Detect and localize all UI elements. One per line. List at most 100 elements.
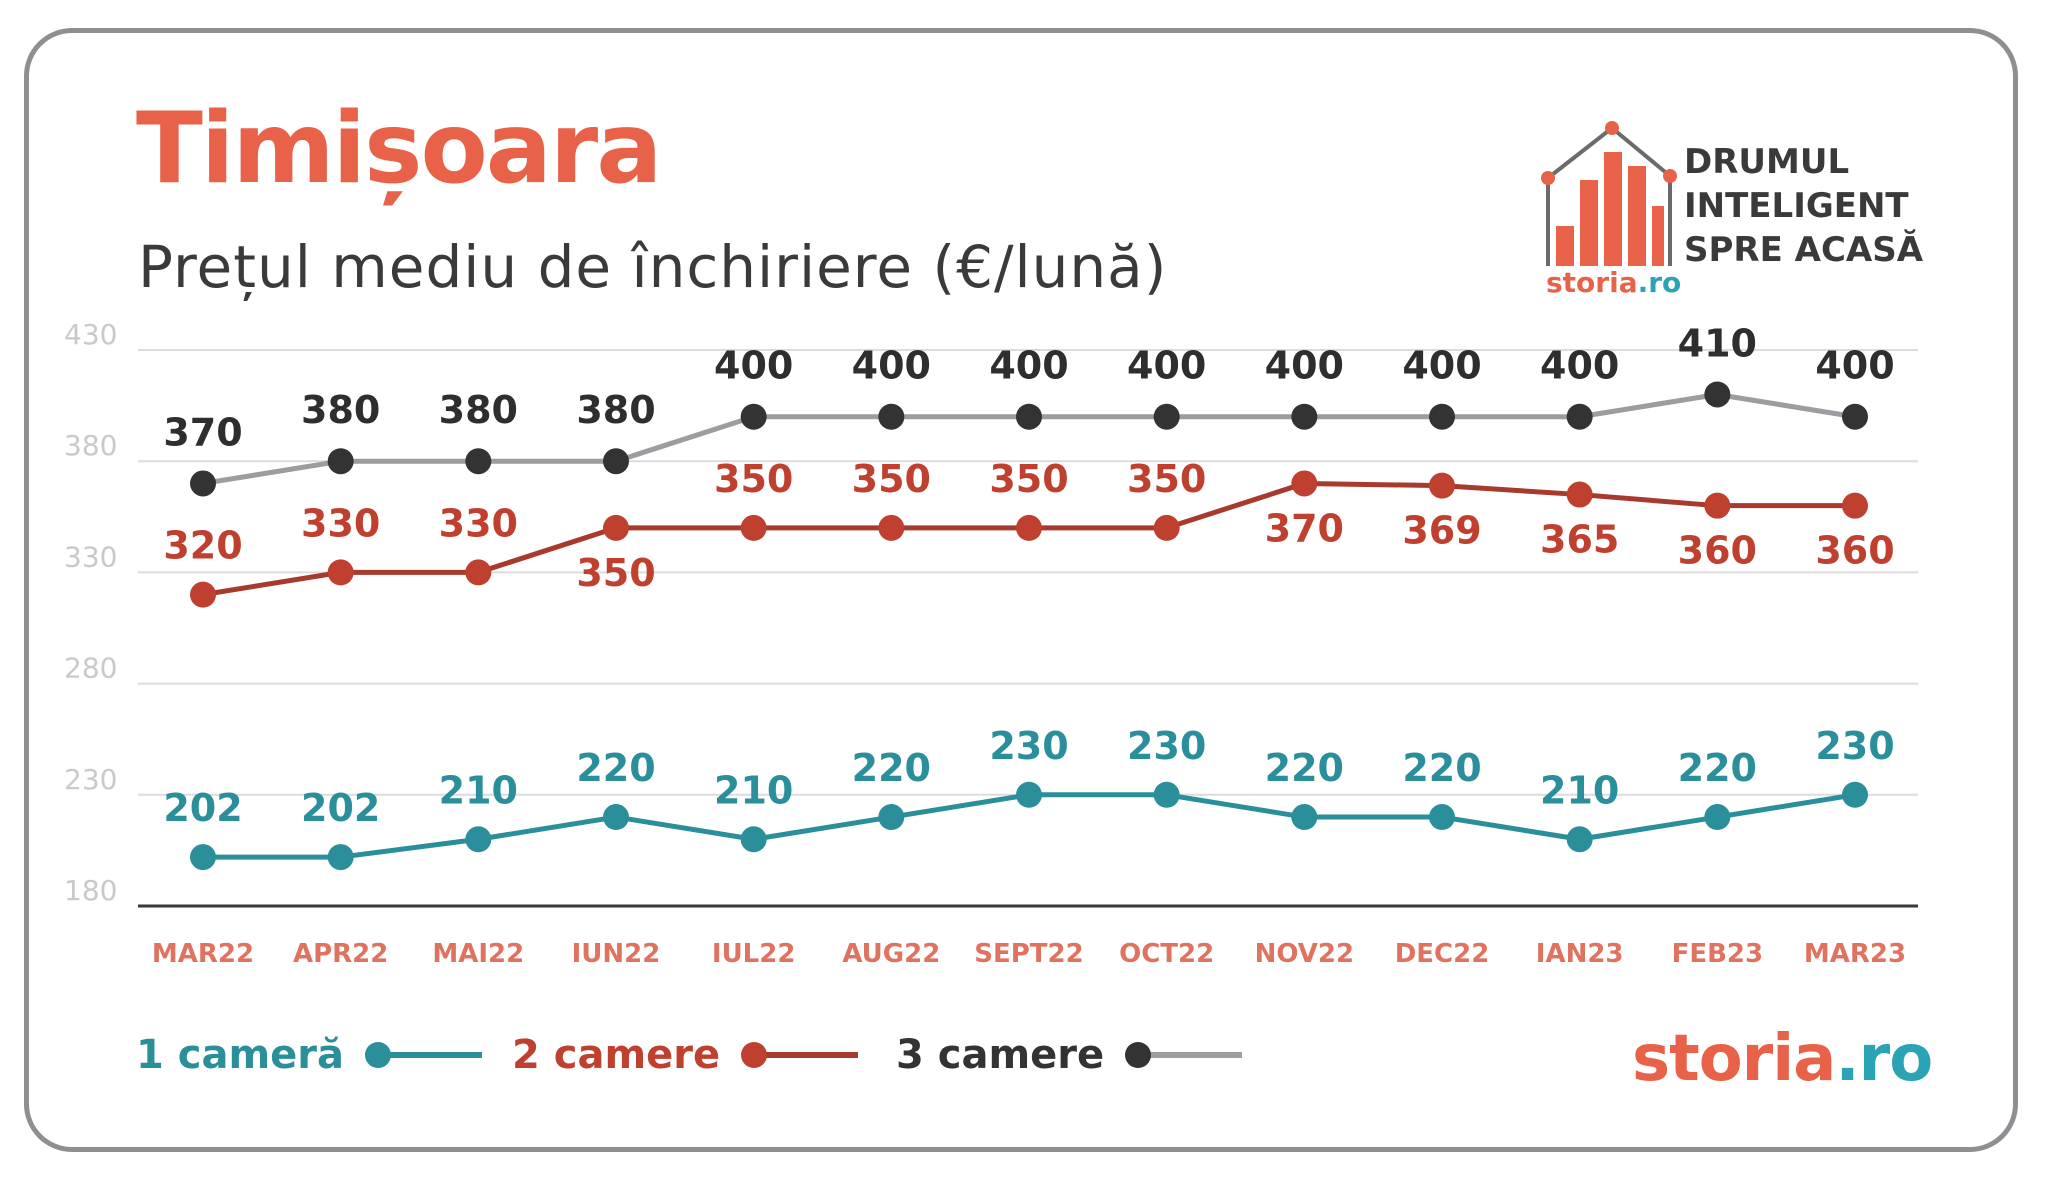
- y-tick-label: 180: [64, 874, 117, 907]
- data-label: 230: [1815, 724, 1894, 768]
- data-point: [603, 804, 629, 831]
- data-label: 380: [439, 388, 518, 432]
- legend-1-camera: 1 cameră: [136, 1030, 484, 1080]
- data-point: [327, 559, 354, 586]
- data-label: 210: [714, 768, 793, 812]
- data-point: [1704, 492, 1731, 519]
- data-label: 350: [714, 457, 793, 501]
- data-label: 400: [1815, 344, 1894, 388]
- data-point: [1566, 403, 1593, 430]
- x-tick-label: NOV22: [1255, 939, 1354, 969]
- chart-card: [24, 28, 2018, 1152]
- data-label: 350: [576, 551, 655, 595]
- data-point: [1291, 804, 1318, 831]
- data-point: [1016, 403, 1042, 430]
- legend-2-camere: 2 camere: [512, 1030, 860, 1080]
- data-point: [878, 804, 905, 831]
- data-label: 220: [576, 746, 655, 790]
- data-label: 210: [439, 768, 518, 812]
- data-label: 365: [1540, 518, 1619, 562]
- data-label: 400: [714, 344, 793, 388]
- house-bar-chart-icon: [1541, 121, 1677, 266]
- legend-label-3-camere: 3 camere: [896, 1032, 1105, 1078]
- data-label: 400: [1265, 344, 1344, 388]
- data-point: [1429, 403, 1455, 430]
- data-point: [1566, 481, 1593, 508]
- data-label: 202: [163, 786, 242, 830]
- data-point: [1153, 403, 1180, 430]
- data-point: [190, 844, 216, 871]
- data-point: [1842, 781, 1868, 808]
- tagline-line-3: SPRE ACASĂ: [1684, 230, 1924, 270]
- data-point: [740, 403, 767, 430]
- data-point: [1429, 804, 1455, 831]
- chart-subtitle: Prețul mediu de închiriere (€/lună): [138, 233, 1168, 301]
- data-point: [1153, 514, 1180, 541]
- tagline-line-1: DRUMUL: [1684, 142, 1850, 182]
- data-point: [465, 826, 492, 853]
- data-point: [878, 403, 905, 430]
- data-label: 370: [1265, 506, 1344, 550]
- data-label: 400: [989, 344, 1068, 388]
- data-point: [1704, 804, 1731, 831]
- data-point: [1153, 781, 1180, 808]
- data-label: 220: [852, 746, 931, 790]
- data-point: [1704, 381, 1731, 408]
- x-tick-label: IUL22: [712, 939, 796, 969]
- data-point: [1566, 826, 1593, 853]
- data-label: 400: [1402, 344, 1481, 388]
- data-label: 400: [1540, 344, 1619, 388]
- data-label: 360: [1815, 529, 1894, 573]
- data-label: 350: [852, 457, 931, 501]
- data-point: [603, 448, 629, 475]
- data-point: [1016, 514, 1042, 541]
- data-label: 380: [576, 388, 655, 432]
- page-title: Timișoara: [136, 92, 662, 206]
- data-point: [1016, 781, 1042, 808]
- data-label: 320: [163, 524, 242, 568]
- data-point: [603, 514, 629, 541]
- data-label: 370: [163, 410, 242, 454]
- data-label: 220: [1402, 746, 1481, 790]
- x-tick-label: MAR23: [1804, 939, 1906, 969]
- legend-marker-1-camera: [365, 1042, 482, 1068]
- data-point: [1291, 403, 1318, 430]
- x-tick-label: OCT22: [1119, 939, 1214, 969]
- data-point: [1429, 472, 1455, 499]
- x-tick-label: IUN22: [572, 939, 661, 969]
- data-point: [1842, 492, 1868, 519]
- y-tick-label: 430: [64, 318, 117, 351]
- data-point: [878, 514, 905, 541]
- data-point: [327, 844, 354, 871]
- legend-marker-2-camere: [741, 1042, 859, 1068]
- data-label: 350: [989, 457, 1068, 501]
- data-label: 202: [301, 786, 380, 830]
- data-label: 400: [1127, 344, 1206, 388]
- data-point: [190, 470, 216, 497]
- x-tick-label: IAN23: [1536, 939, 1624, 969]
- x-tick-label: MAR22: [152, 939, 254, 969]
- data-point: [1291, 470, 1318, 497]
- data-label: 380: [301, 388, 380, 432]
- y-tick-label: 230: [64, 763, 117, 796]
- data-label: 230: [989, 724, 1068, 768]
- data-point: [740, 826, 767, 853]
- data-label: 369: [1402, 509, 1481, 553]
- data-point: [327, 448, 354, 475]
- data-label: 350: [1127, 457, 1206, 501]
- data-point: [1842, 403, 1868, 430]
- data-point: [190, 581, 216, 608]
- y-tick-label: 280: [64, 652, 117, 685]
- x-tick-label: SEPT22: [974, 939, 1083, 969]
- tagline-line-2: INTELIGENT: [1684, 186, 1909, 226]
- data-label: 400: [852, 344, 931, 388]
- small-brand-logo: storia.ro: [1546, 266, 1682, 299]
- data-label: 410: [1678, 321, 1757, 365]
- data-point: [465, 448, 492, 475]
- storia-footer-logo: storia.ro: [1632, 1022, 1933, 1096]
- data-label: 230: [1127, 724, 1206, 768]
- data-label: 360: [1678, 529, 1757, 573]
- legend-marker-3-camere: [1125, 1042, 1243, 1068]
- data-label: 330: [439, 501, 518, 545]
- legend-3-camere: 3 camere: [896, 1030, 1244, 1080]
